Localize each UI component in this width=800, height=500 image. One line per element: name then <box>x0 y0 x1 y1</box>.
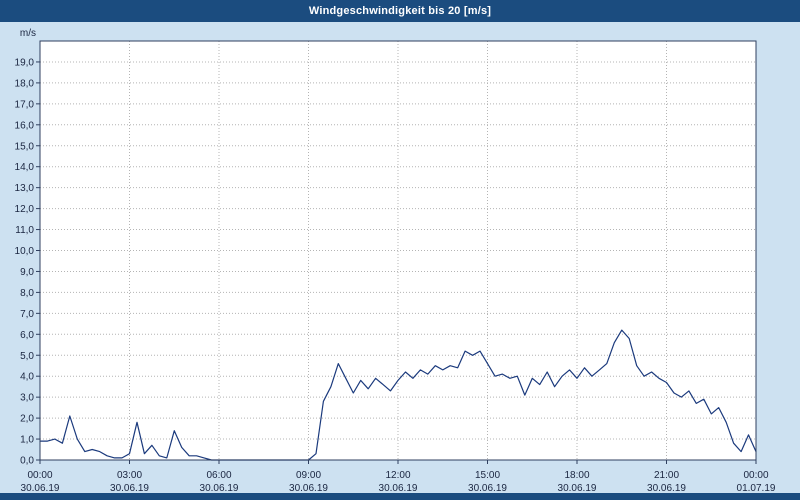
y-tick-label: 17,0 <box>15 99 35 110</box>
y-axis: 0,0 1,0 2,0 3,0 4,0 5,0 6,0 7,0 8,0 9,0 10,0 11,0 12… <box>15 28 40 467</box>
chart-title-bar: Windgeschwindigkeit bis 20 [m/s] <box>0 0 800 22</box>
y-tick-label: 11,0 <box>15 225 34 236</box>
y-tick-label: 16,0 <box>15 120 35 131</box>
x-tick-time-label: 00:00 <box>27 470 52 481</box>
y-tick-label: 2,0 <box>20 414 34 425</box>
x-tick-date-label: 30.06.19 <box>110 483 149 493</box>
x-tick-time-label: 15:00 <box>475 470 500 481</box>
x-tick-time-label: 12:00 <box>385 470 410 481</box>
x-tick-date-label: 30.06.19 <box>468 483 507 493</box>
y-tick-label: 6,0 <box>20 330 34 341</box>
x-tick-time-label: 21:00 <box>654 470 679 481</box>
y-tick-label: 12,0 <box>15 204 35 215</box>
y-tick-label: 19,0 <box>15 57 35 68</box>
x-tick-time-label: 18:00 <box>564 470 589 481</box>
x-tick-date-label: 30.06.19 <box>200 483 239 493</box>
y-tick-label: 5,0 <box>20 351 34 362</box>
y-tick-label: 7,0 <box>20 309 34 320</box>
x-tick-time-label: 06:00 <box>206 470 231 481</box>
y-tick-label: 1,0 <box>20 435 34 446</box>
bottom-bar <box>0 493 800 500</box>
x-tick-date-label: 30.06.19 <box>379 483 418 493</box>
x-axis: 00:00 30.06.19 03:00 30.06.19 06:00 30.06.19 0… <box>21 460 776 494</box>
y-tick-label: 10,0 <box>15 246 35 257</box>
y-tick-label: 14,0 <box>15 162 35 173</box>
x-tick-date-label: 30.06.19 <box>21 483 60 493</box>
y-tick-label: 9,0 <box>20 267 34 278</box>
x-tick-date-label: 30.06.19 <box>647 483 686 493</box>
y-tick-label: 4,0 <box>20 372 34 383</box>
y-tick-label: 15,0 <box>15 141 35 152</box>
y-tick-label: 13,0 <box>15 183 35 194</box>
y-axis-unit-label: m/s <box>20 28 36 39</box>
wind-speed-chart: 0,0 1,0 2,0 3,0 4,0 5,0 6,0 7,0 8,0 9,0 10,0 11,0 12… <box>15 28 776 494</box>
x-tick-time-label: 03:00 <box>117 470 142 481</box>
y-tick-label: 0,0 <box>20 456 34 467</box>
y-tick-label: 3,0 <box>20 393 34 404</box>
x-tick-time-label: 09:00 <box>296 470 321 481</box>
wind-series-line <box>39 329 757 461</box>
chart-region: 0,0 1,0 2,0 3,0 4,0 5,0 6,0 7,0 8,0 9,0 10,0 11,0 12… <box>0 22 800 494</box>
x-tick-date-label: 01.07.19 <box>737 483 776 493</box>
x-tick-time-label: 00:00 <box>743 470 768 481</box>
y-tick-label: 8,0 <box>20 288 34 299</box>
chart-title: Windgeschwindigkeit bis 20 [m/s] <box>308 5 492 17</box>
x-tick-date-label: 30.06.19 <box>289 483 328 493</box>
x-tick-date-label: 30.06.19 <box>558 483 597 493</box>
gridlines <box>40 41 756 460</box>
y-tick-label: 18,0 <box>15 78 35 89</box>
